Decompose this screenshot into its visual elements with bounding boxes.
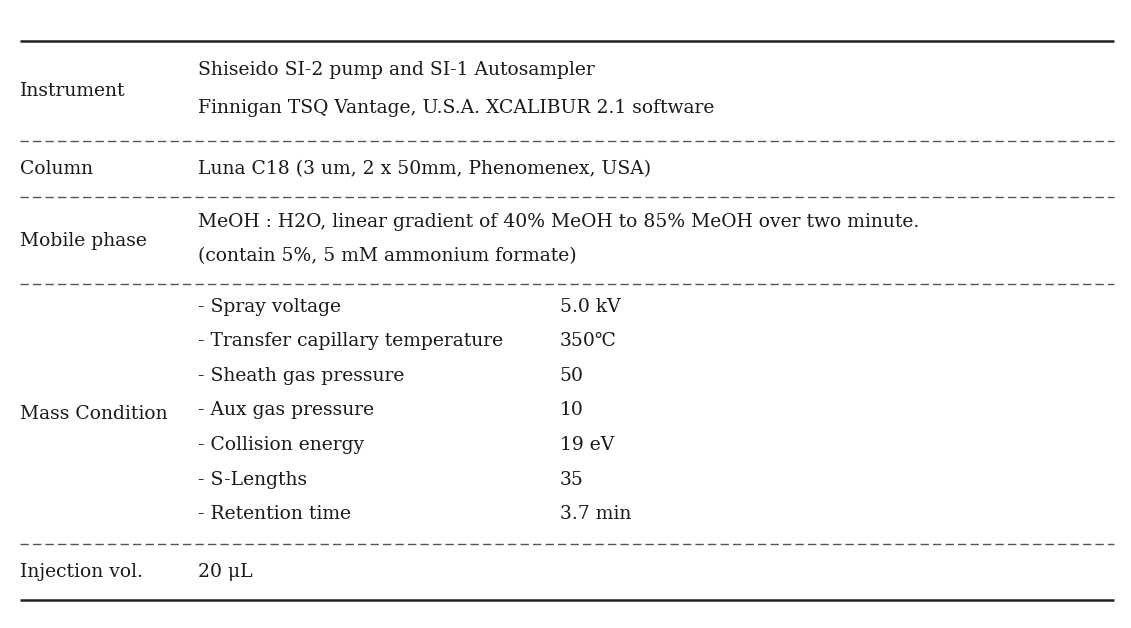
Text: Instrument: Instrument bbox=[20, 82, 126, 100]
Text: - Collision energy: - Collision energy bbox=[198, 436, 364, 454]
Text: Column: Column bbox=[20, 160, 94, 178]
Text: Luna C18 (3 um, 2 x 50mm, Phenomenex, USA): Luna C18 (3 um, 2 x 50mm, Phenomenex, US… bbox=[198, 160, 651, 178]
Text: - Aux gas pressure: - Aux gas pressure bbox=[198, 401, 374, 420]
Text: - Retention time: - Retention time bbox=[198, 505, 351, 523]
Text: Mass Condition: Mass Condition bbox=[20, 405, 169, 423]
Text: 20 μL: 20 μL bbox=[198, 563, 252, 581]
Text: Shiseido SI-2 pump and SI-1 Autosampler: Shiseido SI-2 pump and SI-1 Autosampler bbox=[198, 61, 595, 78]
Text: 35: 35 bbox=[560, 470, 584, 489]
Text: MeOH : H2O, linear gradient of 40% MeOH to 85% MeOH over two minute.: MeOH : H2O, linear gradient of 40% MeOH … bbox=[198, 213, 920, 231]
Text: 10: 10 bbox=[560, 401, 584, 420]
Text: (contain 5%, 5 mM ammonium formate): (contain 5%, 5 mM ammonium formate) bbox=[198, 247, 577, 265]
Text: 5.0 kV: 5.0 kV bbox=[560, 298, 621, 316]
Text: Finnigan TSQ Vantage, U.S.A. XCALIBUR 2.1 software: Finnigan TSQ Vantage, U.S.A. XCALIBUR 2.… bbox=[198, 99, 715, 117]
Text: 50: 50 bbox=[560, 367, 584, 385]
Text: - Transfer capillary temperature: - Transfer capillary temperature bbox=[198, 332, 503, 350]
Text: - Spray voltage: - Spray voltage bbox=[198, 298, 340, 316]
Text: - Sheath gas pressure: - Sheath gas pressure bbox=[198, 367, 404, 385]
Text: Mobile phase: Mobile phase bbox=[20, 232, 147, 250]
Text: - S-Lengths: - S-Lengths bbox=[198, 470, 307, 489]
Text: 3.7 min: 3.7 min bbox=[560, 505, 631, 523]
Text: Injection vol.: Injection vol. bbox=[20, 563, 144, 581]
Text: 19 eV: 19 eV bbox=[560, 436, 614, 454]
Text: 350℃: 350℃ bbox=[560, 332, 616, 350]
